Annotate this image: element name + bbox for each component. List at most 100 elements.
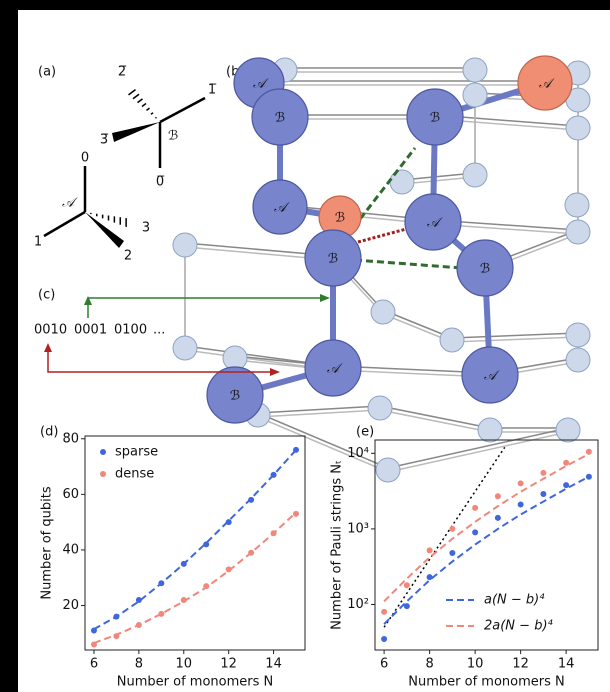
point bbox=[248, 550, 254, 556]
x-tick-label: 6 bbox=[90, 657, 98, 672]
x-tick-label: 6 bbox=[380, 657, 388, 672]
point bbox=[449, 550, 455, 556]
y-axis-label: Number of qubits bbox=[40, 486, 55, 599]
point bbox=[293, 447, 299, 453]
legend-label: a(N − b)⁴ bbox=[484, 593, 545, 608]
page: (a)(b)(c)(d)(e)ℬ0̅1̅2̅3̅𝒜0123𝒜𝒜ℬℬ𝒜ℬ𝒜ℬℬ𝒜𝒜… bbox=[0, 0, 610, 692]
leg-label: 2̅ bbox=[118, 65, 127, 80]
x-tick-label: 14 bbox=[558, 657, 575, 672]
small-sphere bbox=[478, 418, 502, 442]
point bbox=[91, 628, 97, 634]
x-axis-label: Number of monomers N bbox=[408, 675, 564, 690]
bit-group: 0100 bbox=[114, 323, 147, 338]
point bbox=[495, 493, 501, 499]
y-tick-label: 80 bbox=[62, 431, 79, 446]
bit-group: ... bbox=[153, 323, 165, 338]
small-sphere bbox=[440, 328, 464, 352]
point bbox=[113, 614, 119, 620]
point bbox=[158, 611, 164, 617]
point bbox=[136, 597, 142, 603]
point bbox=[226, 566, 232, 572]
point bbox=[381, 609, 387, 615]
sphere-label: ℬ bbox=[230, 389, 240, 404]
point bbox=[518, 480, 524, 486]
leg-label: 1 bbox=[34, 235, 42, 250]
point bbox=[91, 641, 97, 647]
leg-label: 1̅ bbox=[208, 83, 217, 98]
x-tick-label: 12 bbox=[512, 657, 529, 672]
point bbox=[404, 582, 410, 588]
point bbox=[518, 502, 524, 508]
y-tick-label: 20 bbox=[62, 598, 79, 613]
point bbox=[293, 511, 299, 517]
leg-label: 3̅ bbox=[100, 133, 109, 148]
point bbox=[472, 505, 478, 511]
small-sphere bbox=[566, 348, 590, 372]
leg-label: 0 bbox=[81, 151, 89, 166]
point bbox=[427, 574, 433, 580]
sphere-label: ℬ bbox=[335, 211, 345, 226]
small-sphere bbox=[463, 58, 487, 82]
bit-group: 0001 bbox=[74, 323, 107, 338]
point bbox=[158, 580, 164, 586]
legend-label: sparse bbox=[115, 445, 158, 460]
y-tick-label: 40 bbox=[62, 542, 79, 557]
legend-label: dense bbox=[115, 467, 154, 482]
x-tick-label: 10 bbox=[176, 657, 193, 672]
point bbox=[540, 491, 546, 497]
y-tick-label: 10² bbox=[347, 597, 369, 612]
point bbox=[136, 622, 142, 628]
point bbox=[427, 547, 433, 553]
hash bbox=[156, 117, 157, 118]
small-sphere bbox=[566, 220, 590, 244]
x-tick-label: 10 bbox=[467, 657, 484, 672]
point bbox=[113, 633, 119, 639]
y-axis-label: Number of Pauli strings Nₜ bbox=[330, 460, 345, 630]
small-sphere bbox=[463, 83, 487, 107]
sphere-label: ℬ bbox=[480, 262, 490, 277]
small-sphere bbox=[566, 116, 590, 140]
x-tick-label: 8 bbox=[425, 657, 433, 672]
x-tick-label: 8 bbox=[135, 657, 143, 672]
y-tick-label: 60 bbox=[62, 487, 79, 502]
point bbox=[495, 515, 501, 521]
legend-marker bbox=[100, 471, 106, 477]
y-tick-label: 10³ bbox=[347, 521, 369, 536]
leg-label: 0̅ bbox=[156, 175, 165, 190]
leg-label: 3 bbox=[142, 221, 150, 236]
small-sphere bbox=[173, 233, 197, 257]
bit-group: 0010 bbox=[34, 323, 67, 338]
point bbox=[563, 460, 569, 466]
small-sphere bbox=[565, 193, 589, 217]
point bbox=[586, 474, 592, 480]
sphere-label: ℬ bbox=[275, 111, 285, 126]
point bbox=[381, 636, 387, 642]
figure: (a)(b)(c)(d)(e)ℬ0̅1̅2̅3̅𝒜0123𝒜𝒜ℬℬ𝒜ℬ𝒜ℬℬ𝒜𝒜… bbox=[0, 0, 610, 692]
small-sphere bbox=[566, 323, 590, 347]
y-tick-label: 10⁴ bbox=[347, 446, 369, 461]
legend-label: 2a(N − b)⁴ bbox=[484, 619, 554, 634]
small-sphere bbox=[556, 418, 580, 442]
point bbox=[248, 497, 254, 503]
legend-marker bbox=[100, 449, 106, 455]
atom-label: ℬ bbox=[168, 129, 178, 144]
small-sphere bbox=[223, 346, 247, 370]
panel-label: (a) bbox=[38, 65, 56, 80]
small-sphere bbox=[376, 458, 400, 482]
point bbox=[449, 526, 455, 532]
sphere-label: ℬ bbox=[430, 111, 440, 126]
x-tick-label: 14 bbox=[265, 657, 282, 672]
point bbox=[181, 597, 187, 603]
point bbox=[226, 519, 232, 525]
x-tick-label: 12 bbox=[220, 657, 237, 672]
small-sphere bbox=[368, 396, 392, 420]
sphere-label: ℬ bbox=[328, 252, 338, 267]
small-sphere bbox=[173, 336, 197, 360]
point bbox=[563, 482, 569, 488]
point bbox=[271, 472, 277, 478]
point bbox=[181, 561, 187, 567]
small-sphere bbox=[463, 163, 487, 187]
panel-label: (d) bbox=[40, 425, 58, 440]
point bbox=[472, 529, 478, 535]
point bbox=[203, 541, 209, 547]
